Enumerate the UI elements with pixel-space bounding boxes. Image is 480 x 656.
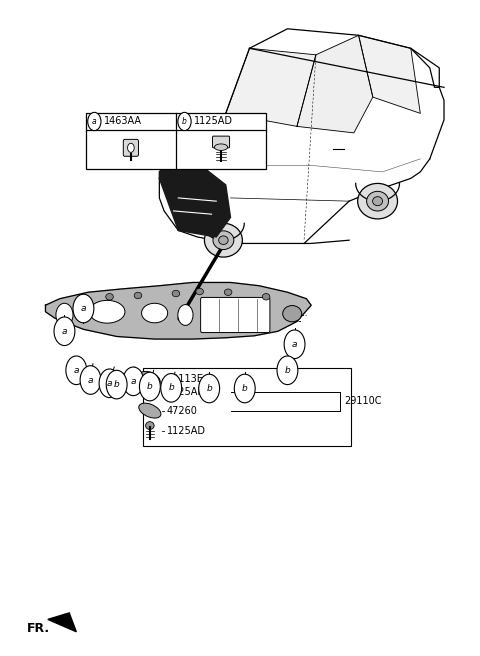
- Polygon shape: [226, 49, 316, 127]
- Circle shape: [88, 112, 101, 131]
- Text: a: a: [88, 375, 93, 384]
- Circle shape: [234, 374, 255, 403]
- FancyBboxPatch shape: [123, 139, 138, 156]
- Ellipse shape: [142, 303, 168, 323]
- Circle shape: [80, 366, 101, 394]
- Circle shape: [277, 356, 298, 384]
- Polygon shape: [297, 35, 373, 133]
- Ellipse shape: [145, 422, 154, 430]
- Ellipse shape: [82, 298, 90, 305]
- Text: 29113E: 29113E: [167, 374, 204, 384]
- Ellipse shape: [219, 236, 228, 245]
- Text: 1463AA: 1463AA: [104, 117, 142, 127]
- Circle shape: [199, 374, 219, 403]
- FancyBboxPatch shape: [213, 136, 229, 148]
- Circle shape: [66, 356, 87, 384]
- Text: a: a: [62, 327, 67, 336]
- Ellipse shape: [215, 144, 228, 150]
- Ellipse shape: [172, 290, 180, 297]
- Ellipse shape: [283, 306, 301, 322]
- Ellipse shape: [134, 292, 142, 298]
- Polygon shape: [46, 283, 311, 339]
- Text: b: b: [182, 117, 187, 126]
- Bar: [86, 113, 266, 169]
- Circle shape: [106, 370, 127, 399]
- Text: a: a: [292, 340, 297, 349]
- Bar: [143, 368, 351, 446]
- Text: 47260: 47260: [167, 405, 197, 416]
- Ellipse shape: [145, 382, 154, 390]
- Text: 1125AD: 1125AD: [167, 426, 205, 436]
- Text: b: b: [114, 380, 120, 389]
- Circle shape: [73, 294, 94, 323]
- Text: b: b: [242, 384, 248, 393]
- Circle shape: [139, 372, 160, 401]
- Ellipse shape: [89, 300, 125, 323]
- Text: 1125AD: 1125AD: [194, 117, 233, 127]
- Ellipse shape: [358, 184, 397, 219]
- Circle shape: [128, 143, 134, 152]
- Ellipse shape: [213, 231, 234, 249]
- Ellipse shape: [140, 371, 160, 386]
- Text: b: b: [285, 366, 290, 375]
- Text: a: a: [107, 379, 112, 388]
- Polygon shape: [48, 613, 76, 632]
- Circle shape: [161, 373, 181, 402]
- Text: a: a: [73, 366, 79, 375]
- Circle shape: [123, 367, 144, 396]
- FancyBboxPatch shape: [201, 297, 270, 333]
- Polygon shape: [359, 35, 420, 113]
- Ellipse shape: [204, 223, 242, 257]
- Text: b: b: [206, 384, 212, 393]
- Circle shape: [56, 303, 73, 327]
- Ellipse shape: [106, 293, 113, 300]
- Ellipse shape: [367, 192, 388, 211]
- Ellipse shape: [225, 134, 236, 145]
- Circle shape: [284, 330, 305, 359]
- Text: 29110C: 29110C: [344, 396, 382, 406]
- Text: b: b: [168, 383, 174, 392]
- Polygon shape: [159, 159, 230, 237]
- Text: 1125AD: 1125AD: [167, 387, 205, 397]
- Text: b: b: [147, 382, 153, 391]
- Ellipse shape: [196, 289, 204, 295]
- Ellipse shape: [262, 293, 270, 300]
- Circle shape: [178, 112, 191, 131]
- Ellipse shape: [372, 197, 383, 206]
- Circle shape: [178, 304, 193, 325]
- Text: a: a: [92, 117, 96, 126]
- Circle shape: [99, 369, 120, 398]
- Ellipse shape: [224, 289, 232, 295]
- Text: FR.: FR.: [26, 622, 49, 635]
- Text: a: a: [81, 304, 86, 313]
- Circle shape: [54, 317, 75, 346]
- Text: a: a: [131, 377, 136, 386]
- Ellipse shape: [139, 403, 161, 418]
